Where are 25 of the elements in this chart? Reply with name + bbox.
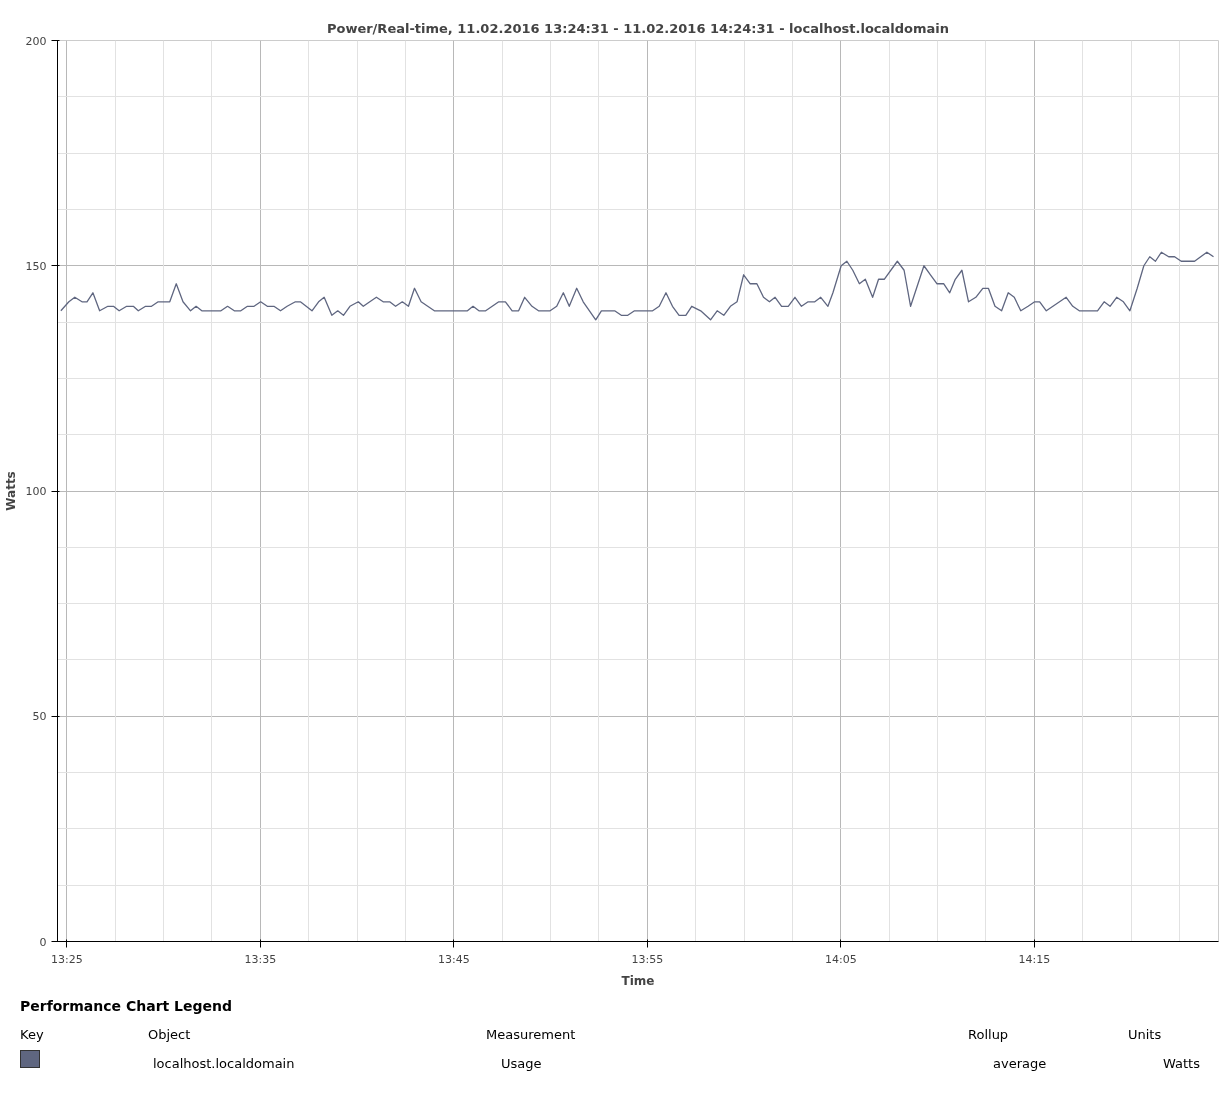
line-series	[60, 251, 1215, 321]
y-tick-label: 100	[25, 485, 47, 498]
text: Watts	[1163, 1055, 1200, 1073]
text: Object	[148, 1026, 191, 1044]
x-tick-label: 13:55	[631, 952, 664, 966]
x-tick-label: 14:15	[1018, 952, 1051, 966]
text: Units	[1128, 1026, 1162, 1044]
chart-title: Power/Real-time, 11.02.2016 13:24:31 - 11.02.2016 14:24:31 - localhost.localdomain	[326, 20, 950, 36]
x-axis-title: Time	[621, 973, 655, 988]
x-tick-label: 14:05	[825, 952, 857, 966]
y-tick-label: 200	[25, 34, 47, 48]
text: localhost.localdomain	[153, 1055, 295, 1073]
x-tick-label: 13:25	[51, 952, 83, 966]
text: Usage	[501, 1055, 542, 1073]
x-tick-label: 13:35	[244, 952, 277, 966]
y-tick-label: 150	[25, 259, 47, 273]
y-tick-label: 50	[32, 710, 47, 724]
x-tick-label: 13:45	[438, 952, 470, 966]
y-axis-title: Watts	[3, 471, 18, 511]
text: average	[993, 1055, 1047, 1073]
text: Key	[20, 1026, 44, 1044]
text: Measurement	[486, 1026, 576, 1044]
y-tick-label: 0	[39, 935, 47, 949]
text: Rollup	[968, 1026, 1009, 1044]
legend-title: Performance Chart Legend	[20, 997, 233, 1016]
